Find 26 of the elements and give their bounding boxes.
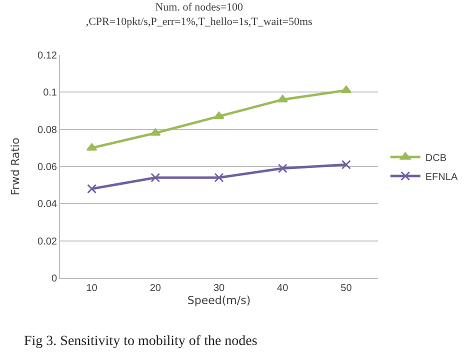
x-axis-title: Speed(m/s) [187,294,251,307]
x-tick-label: 30 [213,283,225,294]
y-tick-label: 0 [51,274,58,284]
point [150,172,160,182]
point [341,160,351,170]
point [87,184,97,194]
y-axis-title: Frwd Ratio [9,137,22,196]
y-tick-label: 0.1 [43,88,58,99]
chart-title: Num. of nodes=100 ,CPR=10pkt/s,P_err=1%,T_hello=1s,T_wait=50ms [86,2,312,28]
legend-label: DCB [425,152,447,164]
point [214,172,224,182]
y-tick-label: 0.02 [38,236,58,248]
point [277,94,288,102]
y-tick-label: 0.08 [38,124,58,136]
point [150,128,161,136]
point [214,112,224,120]
x-tick-label: 40 [277,283,289,294]
y-tick-label: 0.12 [38,50,58,62]
x-tick-label: 10 [86,283,98,294]
y-tick-label: 0.04 [38,199,58,210]
y-tick-label: 0.06 [38,162,58,173]
x-tick-label: 50 [340,283,352,294]
x-tick-label: 20 [150,283,162,294]
legend-label: EFNLA [425,172,458,183]
point [278,164,288,174]
caption: Fig 3. Sensitivity to mobility of the nodes [24,334,258,349]
